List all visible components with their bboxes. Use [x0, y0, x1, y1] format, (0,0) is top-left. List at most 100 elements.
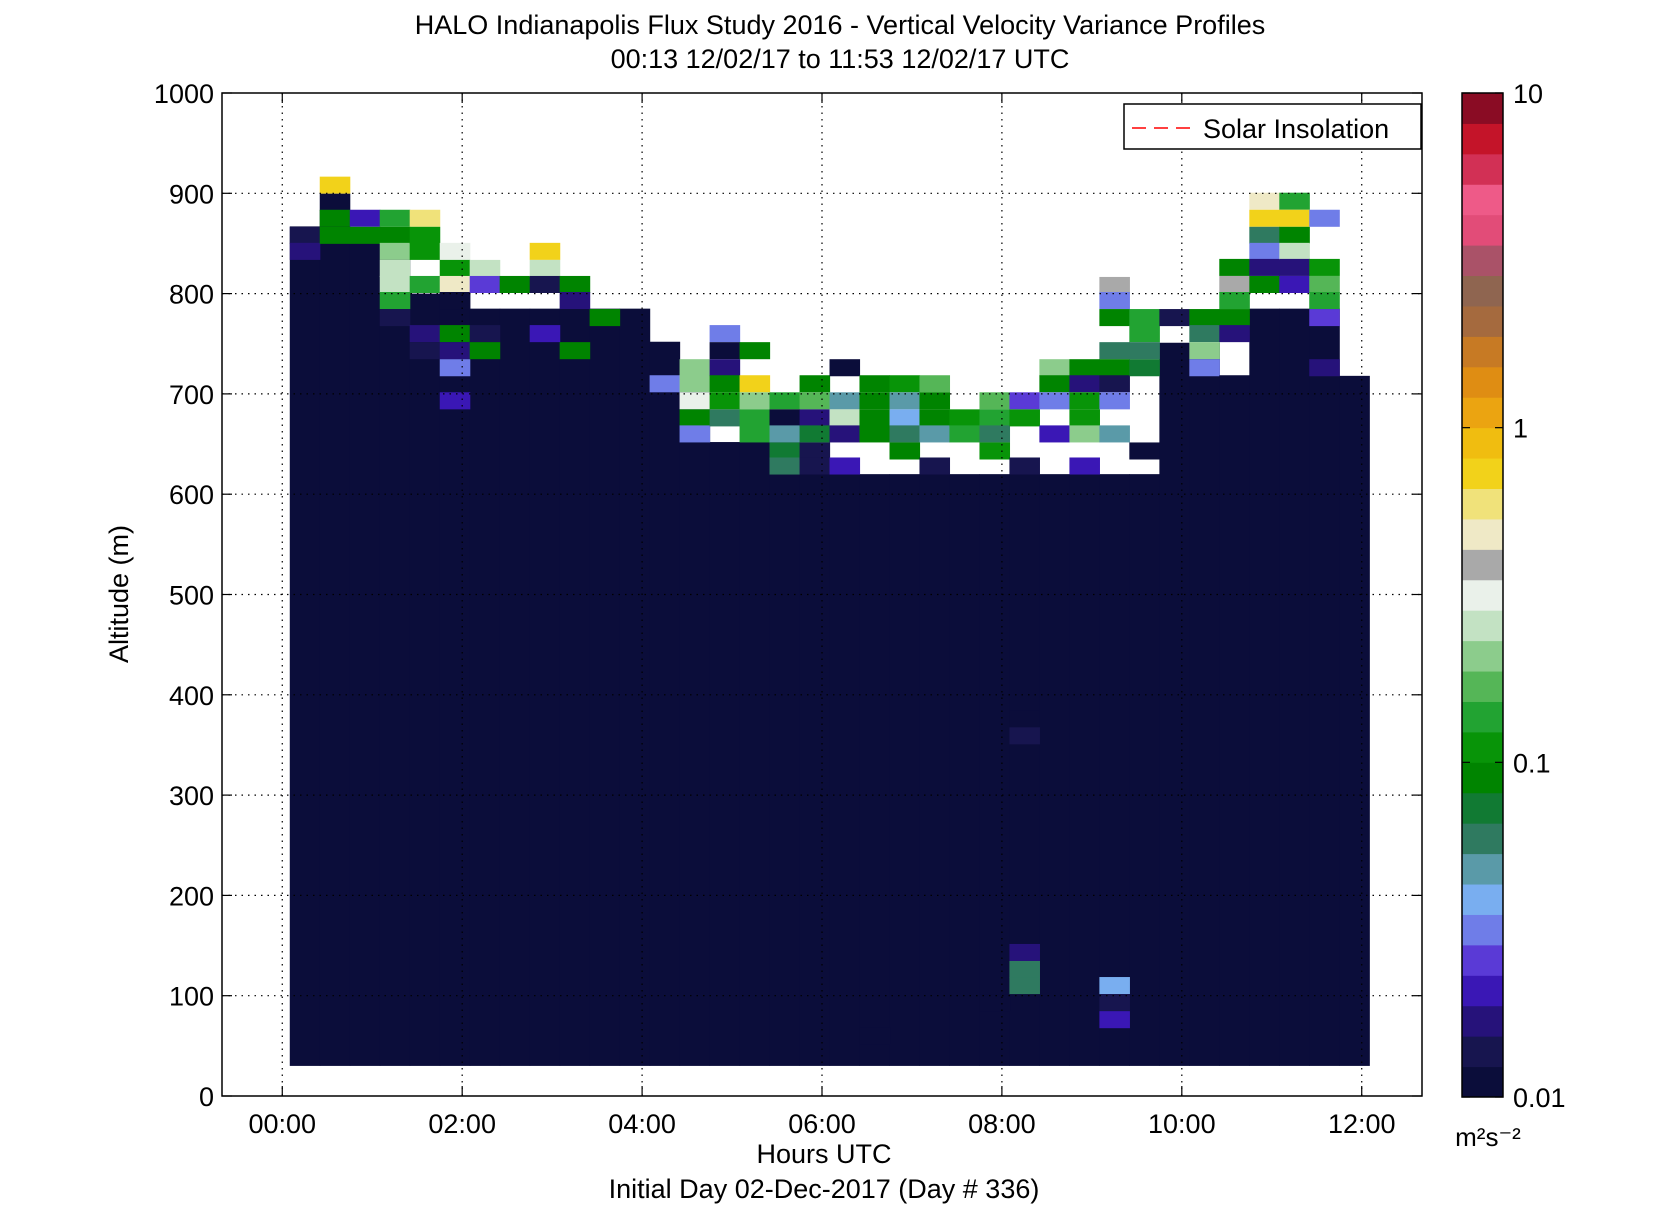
heatmap-cell [1189, 359, 1220, 377]
heatmap-cell [559, 342, 591, 360]
heatmap-cells [289, 176, 1370, 1066]
profile-column [439, 292, 471, 1066]
heatmap-cell [799, 425, 831, 443]
colorbar-color-step [1462, 518, 1503, 550]
heatmap-cell [709, 359, 741, 377]
heatmap-cell [1189, 342, 1220, 360]
heatmap-cell [889, 375, 921, 393]
profile-column [1249, 308, 1280, 1066]
heatmap-cell [859, 392, 891, 410]
profile-column [1129, 474, 1160, 1066]
heatmap-cell [739, 392, 771, 410]
heatmap-cell [1279, 242, 1310, 260]
profile-column [859, 474, 891, 1066]
heatmap-cell [769, 442, 801, 460]
profile-column [979, 474, 1011, 1066]
heatmap-cell [469, 325, 501, 343]
heatmap-cell [1279, 275, 1310, 293]
heatmap-cell [889, 409, 921, 427]
colorbar-gradient [1462, 93, 1503, 1098]
heatmap-cell [799, 375, 831, 393]
heatmap-cell [1309, 359, 1340, 377]
colorbar-color-step [1462, 610, 1503, 642]
heatmap-cell [919, 409, 951, 427]
colorbar-color-step [1462, 1066, 1503, 1098]
profile-column [559, 308, 591, 1066]
heatmap-cell [379, 309, 411, 327]
profile-column [589, 308, 621, 1066]
heatmap-cell [1009, 392, 1040, 410]
colorbar-color-step [1462, 93, 1503, 124]
colorbar-color-step [1462, 305, 1503, 337]
colorbar-color-step [1462, 123, 1503, 155]
heatmap-cell [979, 409, 1011, 427]
heatmap-cell [409, 342, 441, 360]
heatmap-cell [889, 392, 921, 410]
profile-column [1189, 342, 1220, 1066]
heatmap-cell [1099, 292, 1130, 310]
heatmap-cell [319, 193, 351, 211]
colorbar-color-step [1462, 1005, 1503, 1037]
legend-entry-solar-insolation: Solar Insolation [1203, 114, 1389, 144]
heatmap-cell [469, 259, 501, 277]
colorbar-color-step [1462, 823, 1503, 855]
heatmap-cell [709, 325, 741, 343]
heatmap-cell [1249, 258, 1280, 276]
y-tick-label: 500 [169, 581, 214, 611]
x-axis-label: Hours UTC [756, 1139, 891, 1169]
y-tick-labels: 0 100 200 300 400 500 600 700 800 900 1000 [154, 79, 214, 1112]
heatmap-cell [919, 425, 951, 443]
heatmap-cell [439, 325, 471, 343]
heatmap-cell [1039, 359, 1070, 377]
colorbar-ticks: 0.01 0.1 1 10 [1462, 79, 1566, 1113]
heatmap-cell [469, 275, 501, 293]
heatmap-cell [439, 392, 471, 410]
heatmap-cell [1159, 309, 1190, 327]
heatmap-cell [829, 392, 861, 410]
heatmap-cell [679, 392, 711, 410]
heatmap-cell [409, 209, 441, 227]
heatmap-cell [1309, 258, 1340, 276]
profile-column [1039, 474, 1070, 1066]
y-tick-label: 800 [169, 280, 214, 310]
heatmap-cell [1129, 342, 1160, 360]
profile-column [1159, 342, 1190, 1066]
heatmap-cell [859, 425, 891, 443]
heatmap-cell [1069, 409, 1100, 427]
colorbar-color-step [1462, 336, 1503, 368]
heatmap-cell [769, 392, 801, 410]
heatmap-cell [1039, 392, 1070, 410]
chart-title: HALO Indianapolis Flux Study 2016 - Vert… [415, 10, 1265, 40]
colorbar-color-step [1462, 731, 1503, 763]
heatmap-cell [349, 226, 381, 244]
x-axis-sublabel: Initial Day 02-Dec-2017 (Day # 336) [609, 1174, 1040, 1204]
heatmap-cell [1099, 1011, 1130, 1029]
colorbar-units: m²s⁻² [1455, 1122, 1521, 1152]
heatmap-cell [529, 325, 561, 343]
colorbar-color-step [1462, 853, 1503, 885]
heatmap-cell [1069, 359, 1100, 377]
heatmap-cell [889, 442, 921, 460]
heatmap-cell [439, 359, 471, 377]
heatmap-cell [1129, 325, 1160, 343]
y-tick-label: 400 [169, 681, 214, 711]
heatmap-cell [1069, 375, 1100, 393]
heatmap-cell [559, 292, 591, 310]
colorbar-color-step [1462, 397, 1503, 429]
x-tick-label: 10:00 [1148, 1109, 1216, 1139]
heatmap-cell [349, 209, 381, 227]
heatmap-cell [1129, 359, 1160, 377]
x-tick-label: 06:00 [788, 1109, 856, 1139]
heatmap-cell [1249, 192, 1280, 210]
heatmap-cell [739, 425, 771, 443]
colorbar-color-step [1462, 153, 1503, 185]
y-tick-label: 900 [169, 179, 214, 209]
heatmap-cell [949, 425, 980, 443]
colorbar-color-step [1462, 579, 1503, 611]
heatmap-cell [409, 226, 441, 244]
profile-column [619, 308, 651, 1066]
legend: Solar Insolation [1123, 103, 1422, 150]
heatmap-cell [1219, 325, 1250, 343]
profile-column [529, 308, 561, 1066]
heatmap-cell [289, 226, 321, 244]
